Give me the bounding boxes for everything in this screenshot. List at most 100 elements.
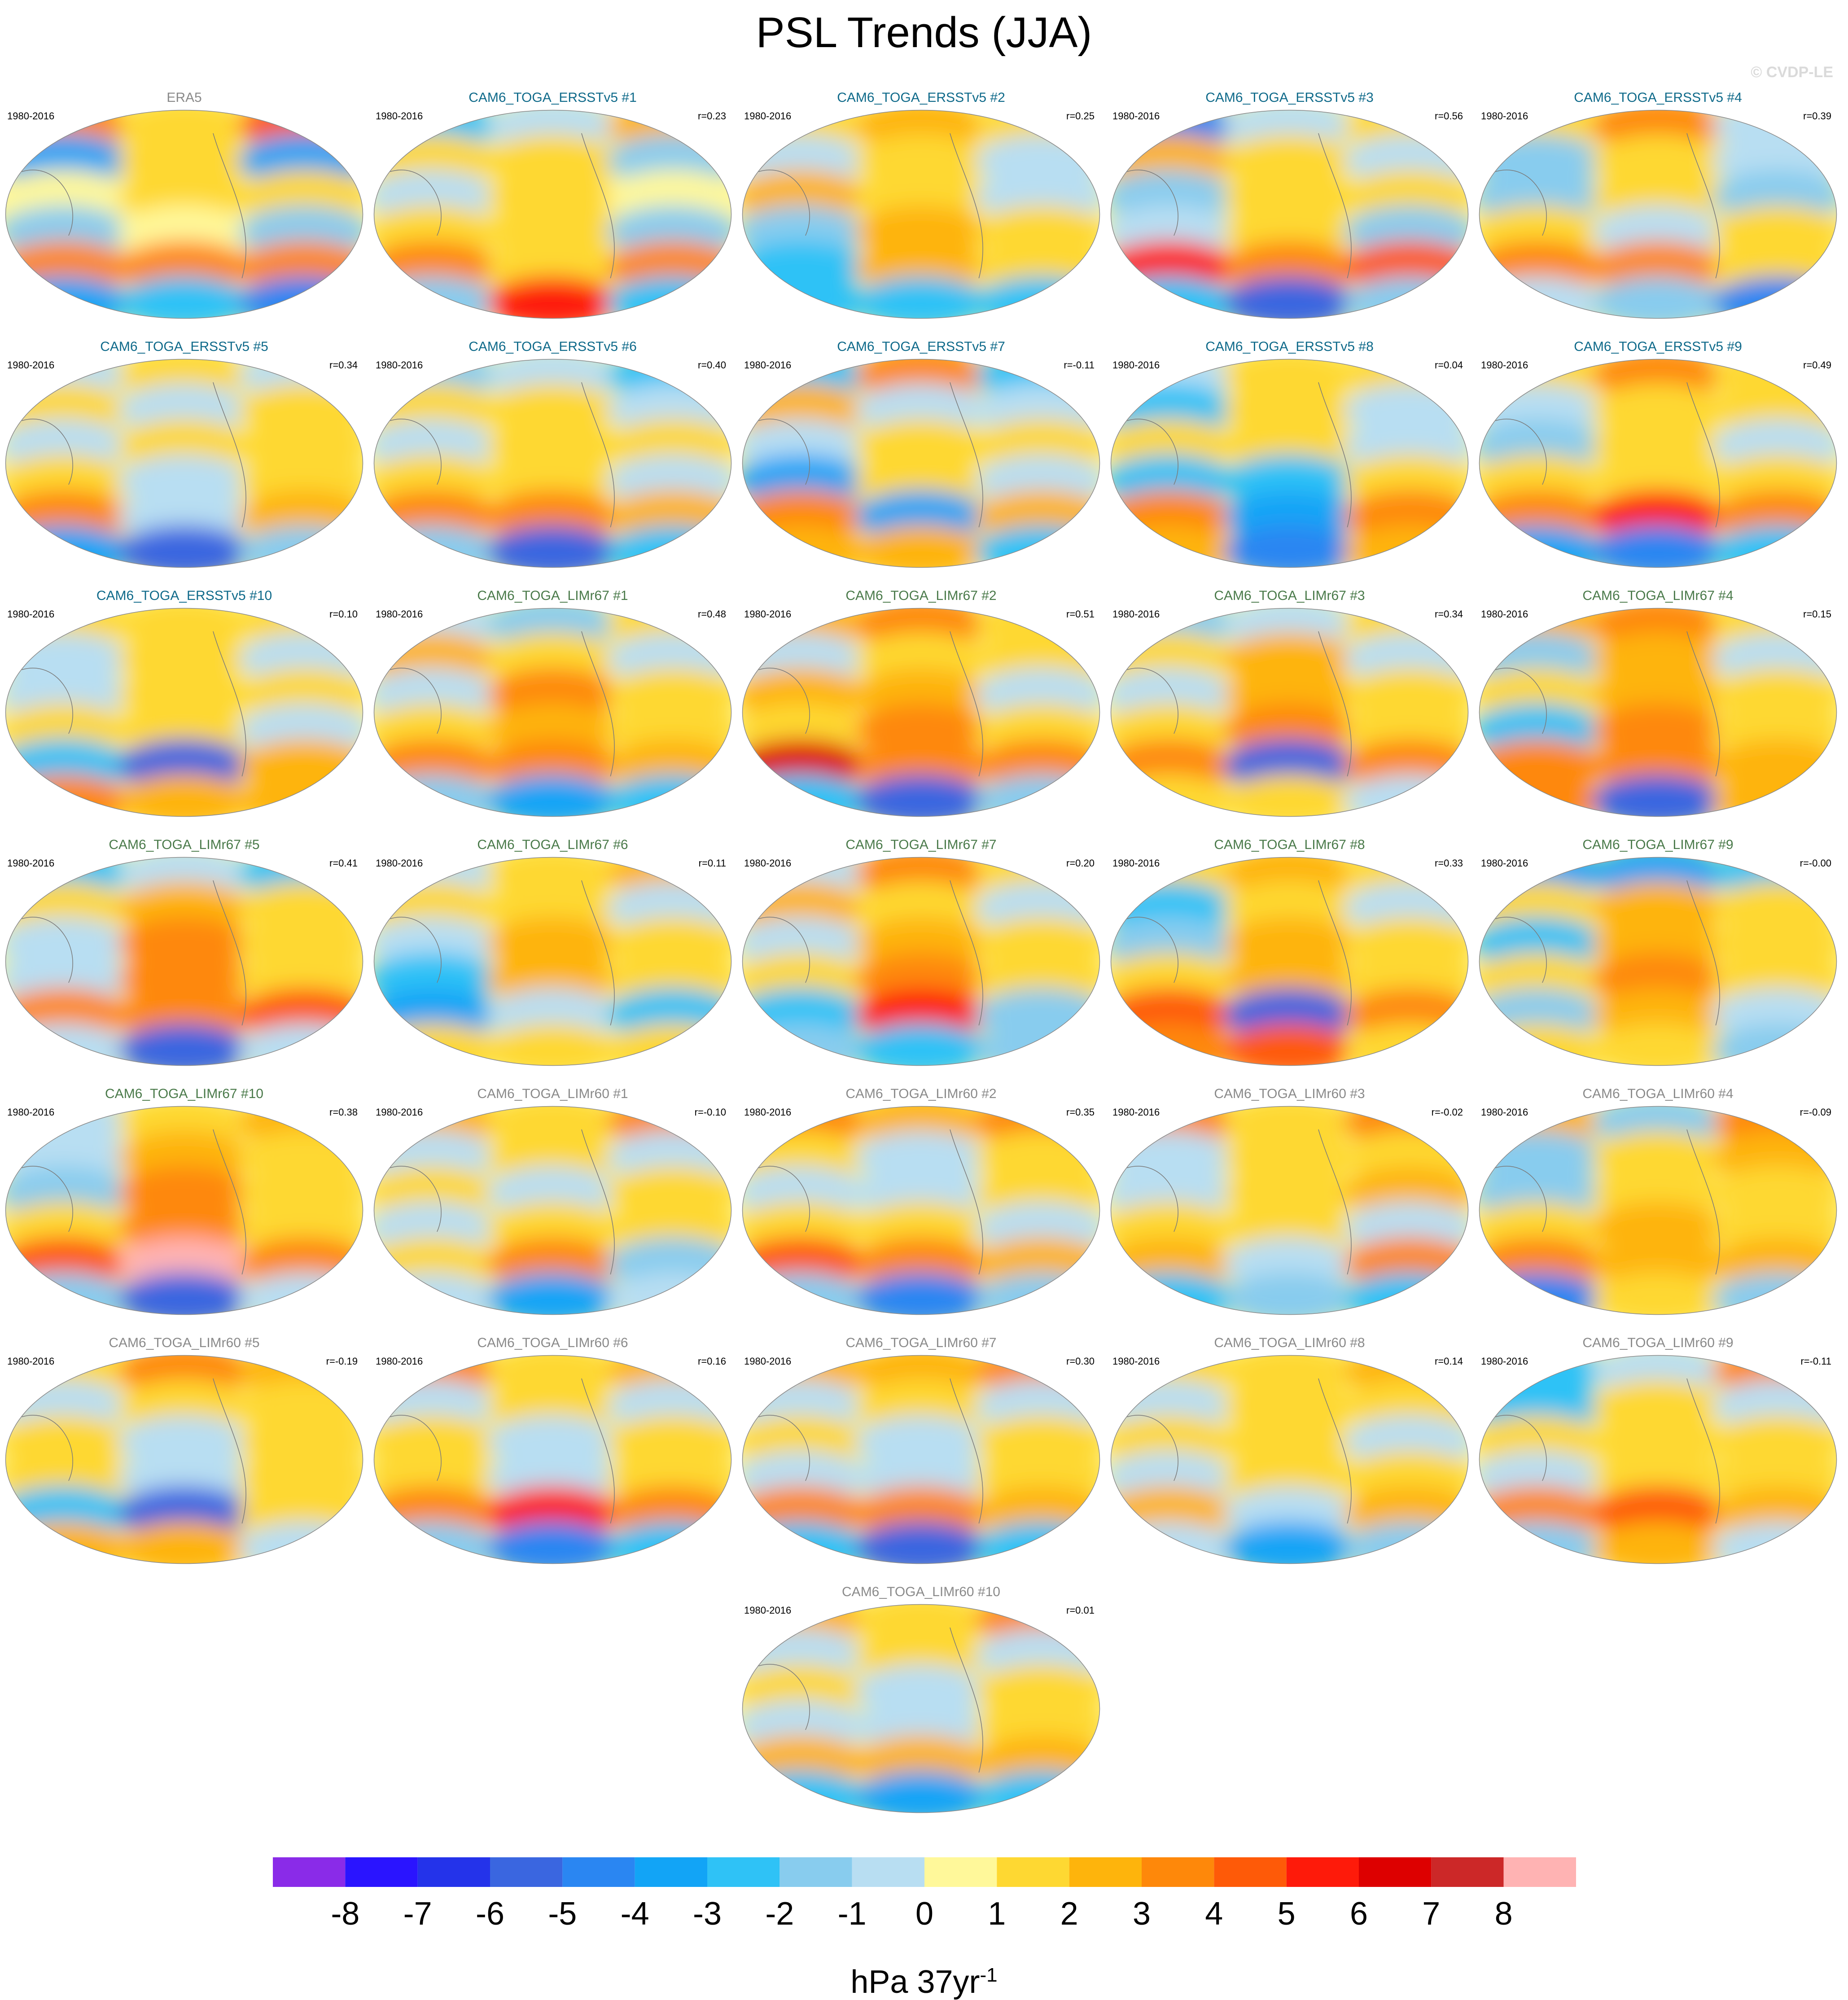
coastline	[1127, 880, 1352, 1026]
panel-title: CAM6_TOGA_ERSSTv5 #8	[1205, 339, 1374, 354]
panel-title: CAM6_TOGA_ERSSTv5 #9	[1574, 339, 1742, 354]
panel-title: CAM6_TOGA_ERSSTv5 #4	[1574, 90, 1742, 105]
coastline	[758, 1378, 983, 1524]
panel-correlation: r=-0.19	[326, 1356, 358, 1367]
coastline	[1495, 631, 1720, 777]
panel-title: CAM6_TOGA_LIMr60 #7	[845, 1335, 997, 1350]
panel-period: 1980-2016	[744, 1605, 792, 1616]
watermark: © CVDP-LE	[1751, 64, 1833, 81]
panel-title: CAM6_TOGA_ERSSTv5 #5	[100, 339, 268, 354]
map-23	[742, 1106, 1100, 1315]
map-30	[1479, 1355, 1837, 1564]
map-15	[1479, 608, 1837, 817]
coastline	[390, 631, 615, 777]
coastline	[1127, 1129, 1352, 1275]
colorbar-swatch	[635, 1857, 707, 1887]
panel-title: CAM6_TOGA_LIMr67 #7	[845, 837, 997, 852]
coastline	[22, 880, 246, 1026]
map-panel: CAM6_TOGA_ERSSTv5 #8 1980-2016 r=0.04	[1109, 339, 1470, 568]
colorbar-swatch	[490, 1857, 563, 1887]
colorbar-tick-label: -1	[838, 1896, 867, 1932]
panel-correlation: r=0.49	[1803, 359, 1831, 371]
map-panel: CAM6_TOGA_LIMr60 #1 1980-2016 r=-0.10	[372, 1086, 733, 1315]
panel-period: 1980-2016	[376, 110, 423, 122]
panel-correlation: r=0.14	[1435, 1356, 1463, 1367]
panel-correlation: r=0.10	[329, 608, 358, 620]
panel-title: CAM6_TOGA_ERSSTv5 #10	[96, 588, 272, 603]
map-panel: CAM6_TOGA_LIMr67 #4 1980-2016 r=0.15	[1477, 588, 1839, 817]
coastline	[1495, 1129, 1720, 1275]
map-panel: CAM6_TOGA_LIMr67 #6 1980-2016 r=0.11	[372, 837, 733, 1066]
map-3	[742, 109, 1100, 319]
panel-title: CAM6_TOGA_LIMr60 #1	[477, 1086, 628, 1101]
panel-period: 1980-2016	[1112, 608, 1160, 620]
coastline	[1495, 880, 1720, 1026]
panel-correlation: r=0.04	[1435, 359, 1463, 371]
panel-correlation: r=0.38	[329, 1107, 358, 1118]
map-panel: CAM6_TOGA_LIMr67 #10 1980-2016 r=0.38	[4, 1086, 365, 1315]
map-7	[373, 359, 732, 568]
map-4	[1110, 109, 1469, 319]
map-9	[1110, 359, 1469, 568]
panel-period: 1980-2016	[7, 858, 55, 869]
colorbar-swatch	[273, 1857, 346, 1887]
coastline	[22, 1378, 246, 1524]
panel-period: 1980-2016	[744, 110, 792, 122]
panel-title: CAM6_TOGA_LIMr60 #10	[842, 1584, 1000, 1599]
panel-title: CAM6_TOGA_LIMr67 #4	[1582, 588, 1734, 603]
colorbar-swatch	[562, 1857, 635, 1887]
map-25	[1479, 1106, 1837, 1315]
map-panel: CAM6_TOGA_LIMr60 #7 1980-2016 r=0.30	[740, 1335, 1102, 1564]
panel-period: 1980-2016	[1481, 1107, 1528, 1118]
map-panel: CAM6_TOGA_LIMr67 #7 1980-2016 r=0.20	[740, 837, 1102, 1066]
panel-title: CAM6_TOGA_LIMr67 #8	[1214, 837, 1365, 852]
colorbar-swatch	[779, 1857, 852, 1887]
panel-period: 1980-2016	[1481, 110, 1528, 122]
map-12	[373, 608, 732, 817]
colorbar-swatch	[345, 1857, 418, 1887]
panel-title: CAM6_TOGA_LIMr60 #6	[477, 1335, 628, 1350]
panel-period: 1980-2016	[376, 858, 423, 869]
panel-title: CAM6_TOGA_LIMr60 #4	[1582, 1086, 1734, 1101]
map-panel: CAM6_TOGA_ERSSTv5 #9 1980-2016 r=0.49	[1477, 339, 1839, 568]
colorbar-swatch	[1214, 1857, 1287, 1887]
coastline	[22, 382, 246, 528]
panel-correlation: r=-0.11	[1800, 1356, 1831, 1367]
map-panel: CAM6_TOGA_ERSSTv5 #7 1980-2016 r=-0.11	[740, 339, 1102, 568]
colorbar-swatch	[1286, 1857, 1359, 1887]
map-18	[742, 857, 1100, 1066]
colorbar-tick-label: 6	[1350, 1896, 1368, 1932]
panel-title: CAM6_TOGA_LIMr60 #9	[1582, 1335, 1734, 1350]
map-panel: CAM6_TOGA_LIMr67 #8 1980-2016 r=0.33	[1109, 837, 1470, 1066]
panel-period: 1980-2016	[7, 608, 55, 620]
coastline	[758, 1129, 983, 1275]
map-26	[5, 1355, 363, 1564]
panel-title: ERA5	[166, 90, 202, 105]
map-21	[5, 1106, 363, 1315]
colorbar-tick-label: -6	[476, 1896, 504, 1932]
coastline	[758, 631, 983, 777]
map-19	[1110, 857, 1469, 1066]
panel-period: 1980-2016	[1112, 110, 1160, 122]
map-panel: CAM6_TOGA_LIMr60 #10 1980-2016 r=0.01	[740, 1584, 1102, 1813]
panel-period: 1980-2016	[7, 1107, 55, 1118]
panel-period: 1980-2016	[7, 1356, 55, 1367]
colorbar-units-text: hPa 37yr	[850, 1964, 980, 2000]
map-panel: CAM6_TOGA_LIMr67 #9 1980-2016 r=-0.00	[1477, 837, 1839, 1066]
panel-title: CAM6_TOGA_LIMr67 #10	[105, 1086, 263, 1101]
colorbar-swatch	[1359, 1857, 1432, 1887]
panel-period: 1980-2016	[1112, 858, 1160, 869]
panel-title: CAM6_TOGA_ERSSTv5 #2	[837, 90, 1005, 105]
map-2	[373, 109, 732, 319]
panel-title: CAM6_TOGA_ERSSTv5 #6	[469, 339, 637, 354]
colorbar-units-label: hPa 37yr-1	[0, 1957, 1848, 2000]
map-14	[1110, 608, 1469, 817]
map-11	[5, 608, 363, 817]
map-panel: CAM6_TOGA_LIMr67 #5 1980-2016 r=0.41	[4, 837, 365, 1066]
panel-period: 1980-2016	[1481, 1356, 1528, 1367]
map-panel: CAM6_TOGA_LIMr60 #3 1980-2016 r=-0.02	[1109, 1086, 1470, 1315]
panel-correlation: r=-0.11	[1064, 359, 1095, 371]
coastline	[1127, 133, 1352, 279]
panel-correlation: r=0.30	[1066, 1356, 1095, 1367]
panel-period: 1980-2016	[744, 858, 792, 869]
